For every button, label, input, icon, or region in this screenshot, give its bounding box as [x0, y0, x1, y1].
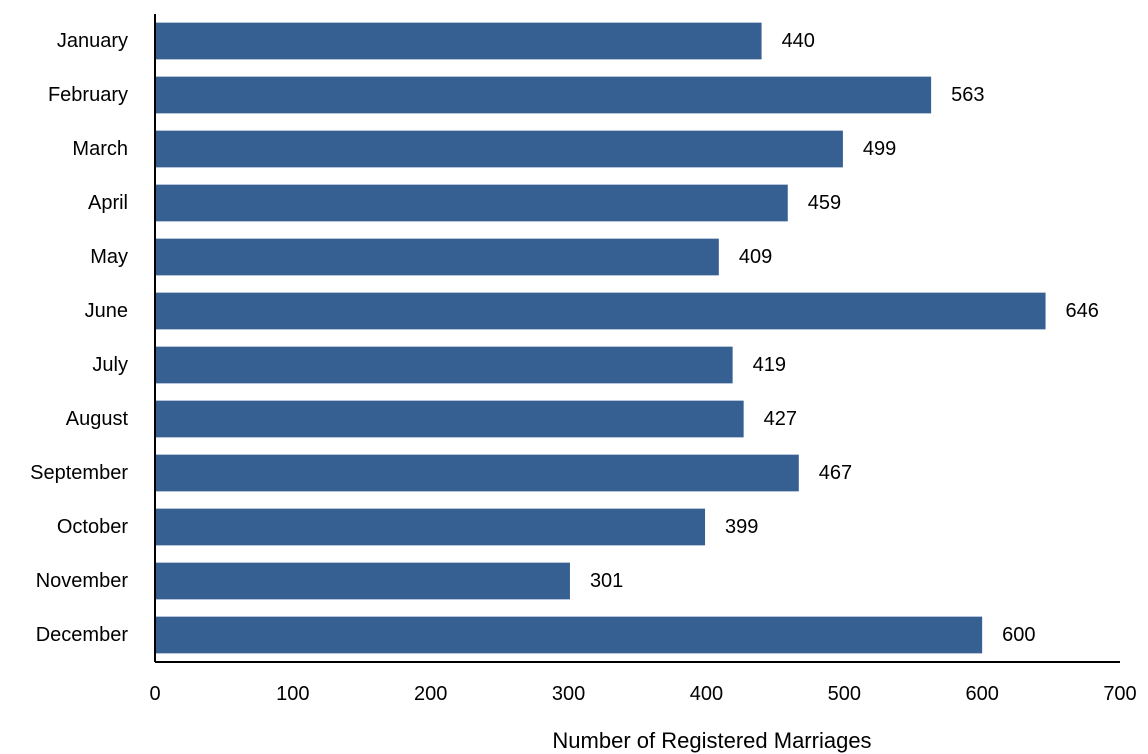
data-label-november: 301 [590, 570, 623, 592]
data-label-october: 399 [725, 516, 758, 538]
bar-december [155, 616, 983, 654]
category-label-april: April [88, 192, 128, 214]
bars [155, 22, 1046, 654]
data-label-april: 459 [808, 192, 841, 214]
category-label-december: December [36, 624, 129, 646]
data-label-january: 440 [782, 30, 815, 52]
category-label-september: September [30, 462, 128, 484]
data-labels: 440 563 499 459 409 646 419 427 467 399 301 600 [590, 30, 1099, 646]
bar-november [155, 562, 570, 600]
data-label-august: 427 [764, 408, 797, 430]
data-label-july: 419 [753, 354, 786, 376]
data-label-september: 467 [819, 462, 852, 484]
bar-may [155, 238, 719, 276]
category-label-november: November [36, 570, 129, 592]
bar-june [155, 292, 1046, 330]
x-tick-label-300: 300 [552, 683, 585, 705]
data-label-february: 563 [951, 84, 984, 106]
category-label-june: June [85, 300, 128, 322]
category-label-march: March [72, 138, 128, 160]
bar-february [155, 76, 932, 114]
bar-march [155, 130, 843, 168]
category-label-october: October [57, 516, 128, 538]
bar-august [155, 400, 744, 438]
category-label-january: January [57, 30, 128, 52]
x-tick-label-700: 700 [1103, 683, 1136, 705]
category-label-july: July [92, 354, 128, 376]
x-tick-label-0: 0 [149, 683, 160, 705]
x-tick-label-200: 200 [414, 683, 447, 705]
category-label-may: May [90, 246, 128, 268]
category-label-february: February [48, 84, 128, 106]
x-axis-title: Number of Registered Marriages [552, 728, 871, 753]
x-tick-label-500: 500 [828, 683, 861, 705]
bar-january [155, 22, 762, 60]
data-label-december: 600 [1002, 624, 1035, 646]
x-tick-labels: 0 100 200 300 400 500 600 700 [149, 683, 1136, 705]
bar-april [155, 184, 788, 222]
bar-july [155, 346, 733, 384]
category-labels: January February March April May June July Augu… [30, 30, 128, 646]
x-tick-label-100: 100 [276, 683, 309, 705]
x-tick-label-600: 600 [965, 683, 998, 705]
bar-september [155, 454, 799, 492]
data-label-may: 409 [739, 246, 772, 268]
bar-october [155, 508, 706, 546]
data-label-march: 499 [863, 138, 896, 160]
category-label-august: August [66, 408, 129, 430]
x-tick-label-400: 400 [690, 683, 723, 705]
data-label-june: 646 [1066, 300, 1099, 322]
